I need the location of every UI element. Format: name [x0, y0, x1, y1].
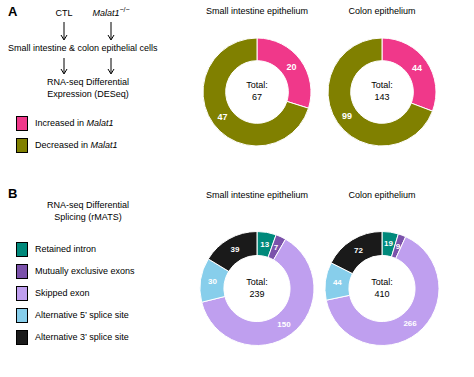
svg-text:266: 266: [403, 319, 417, 328]
html-text:Alternative 5’ splice site: Alternative 5’ splice site: [35, 310, 129, 320]
svg-text:47: 47: [218, 112, 228, 122]
html-text:RNA-seq Differential: RNA-seq Differential: [47, 200, 129, 210]
html-text:Total:: Total:: [371, 80, 393, 91]
html-text:Colon epithelium: Colon epithelium: [348, 6, 416, 16]
html-text:Total:: Total:: [246, 80, 268, 91]
html-text:239: 239: [249, 288, 265, 299]
html-text:CTL: CTL: [55, 8, 73, 18]
html-text:Mutually exclusive exons: Mutually exclusive exons: [35, 266, 135, 276]
html-text:A: A: [8, 4, 18, 19]
html-text:Colon epithelium: Colon epithelium: [348, 190, 416, 200]
html-text:Skipped exon: Skipped exon: [35, 288, 90, 298]
html-text:RNA-seq Differential: RNA-seq Differential: [47, 77, 129, 87]
svg-text:19: 19: [384, 239, 393, 248]
html-text:Retained intron: Retained intron: [35, 244, 96, 254]
svg-text:9: 9: [396, 242, 401, 251]
html-text:Decreased in Malat1: Decreased in Malat1: [35, 140, 118, 150]
svg-text:20: 20: [286, 62, 296, 72]
svg-text:150: 150: [277, 320, 291, 329]
html-text:Malat1−/−: Malat1−/−: [92, 6, 130, 18]
html-text:Expression (DESeq): Expression (DESeq): [47, 88, 129, 99]
html-text:Total:: Total:: [371, 276, 393, 287]
html-text:Alternative 3’ splice site: Alternative 3’ splice site: [35, 332, 129, 342]
svg-text:13: 13: [260, 240, 269, 249]
html-text:143: 143: [374, 92, 390, 102]
html-text:Small intestine & colon epithe: Small intestine & colon epithelial cells: [8, 43, 158, 53]
svg-text:44: 44: [412, 63, 422, 73]
svg-text:44: 44: [333, 278, 342, 287]
html-text:Total:: Total:: [246, 276, 268, 287]
svg-text:30: 30: [208, 277, 217, 286]
svg-text:39: 39: [230, 245, 239, 254]
html-text:67: 67: [252, 92, 262, 102]
html-text:B: B: [8, 186, 18, 201]
svg-text:72: 72: [354, 246, 363, 255]
svg-text:7: 7: [274, 243, 279, 252]
svg-text:99: 99: [342, 111, 352, 121]
html-text:410: 410: [374, 288, 390, 299]
html-text:Small intestine epithelium: Small intestine epithelium: [206, 6, 308, 16]
html-text:Splicing (rMATS): Splicing (rMATS): [54, 211, 122, 222]
html-text:Small intestine epithelium: Small intestine epithelium: [206, 190, 308, 200]
html-text:Increased in Malat1: Increased in Malat1: [35, 118, 114, 128]
